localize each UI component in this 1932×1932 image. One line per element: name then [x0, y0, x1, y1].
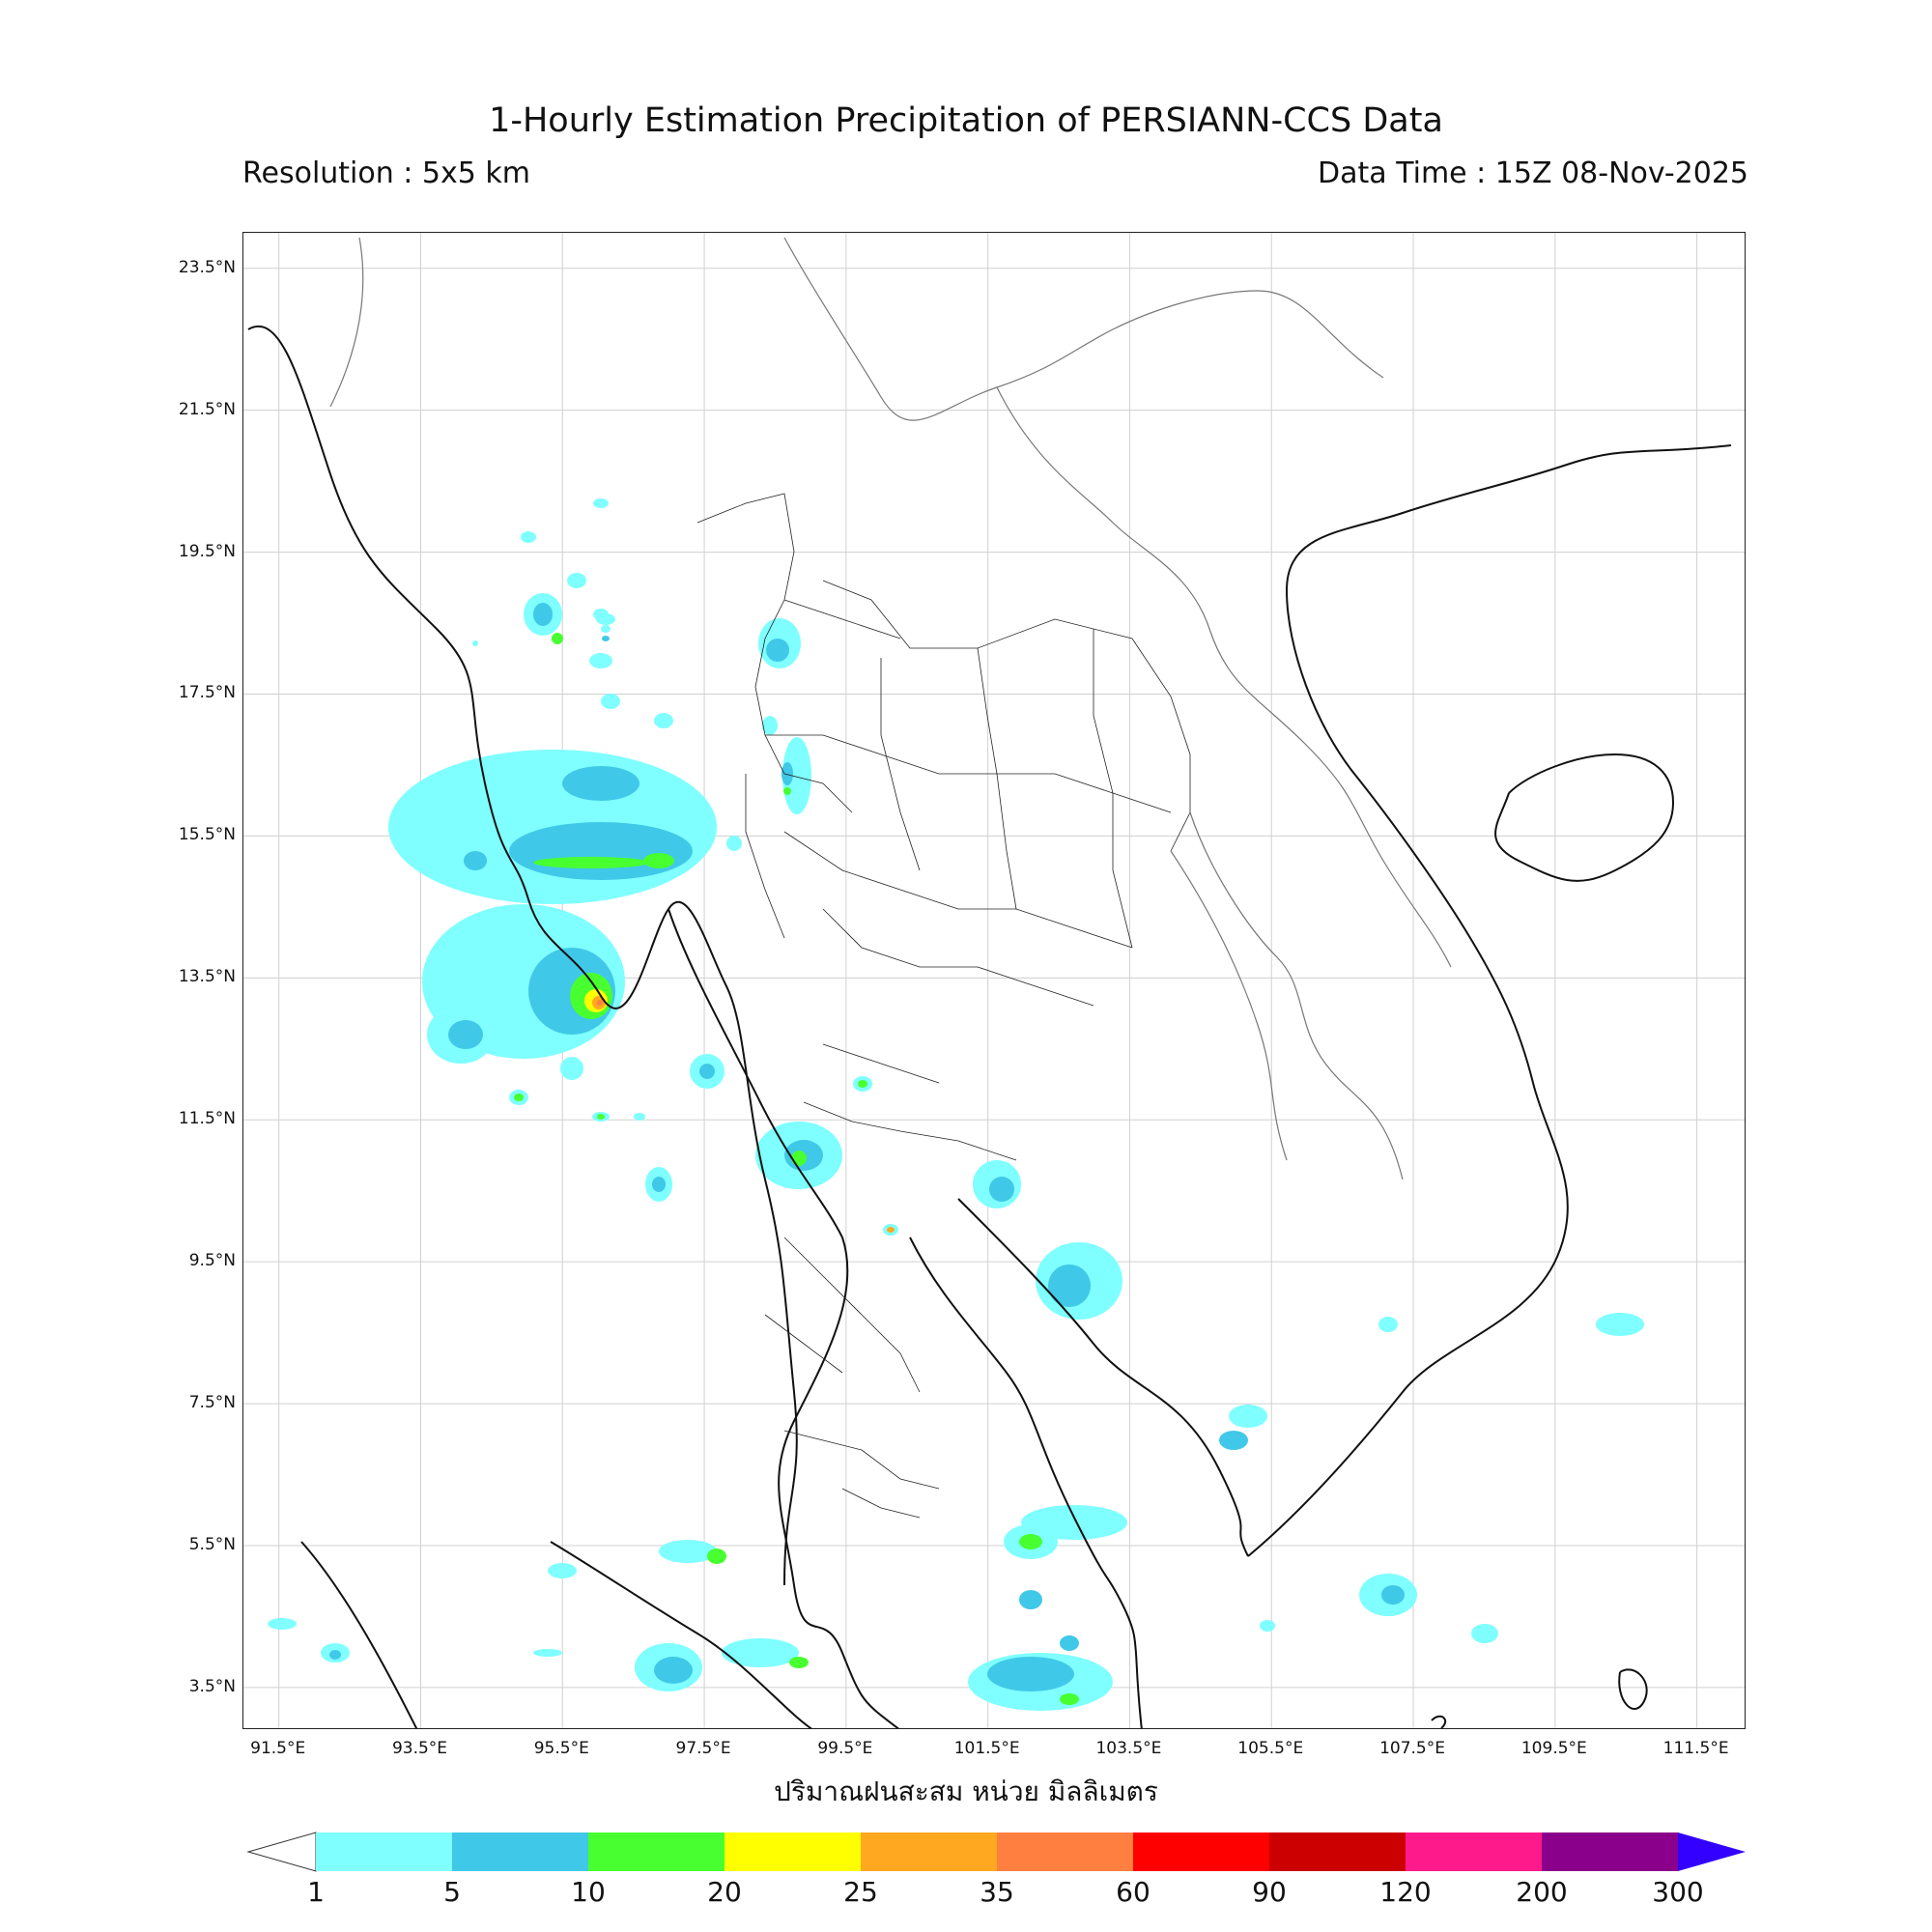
- longitude-tick-label: 91.5°E: [250, 1739, 306, 1758]
- colorbar-segment: [1406, 1833, 1542, 1871]
- latitude-tick-label: 11.5°N: [178, 1109, 236, 1129]
- colorbar: [246, 1832, 1746, 1872]
- colorbar-tick-label: 120: [1379, 1876, 1432, 1908]
- colorbar-segment: [1133, 1833, 1269, 1871]
- colorbar-segment: [1269, 1833, 1406, 1871]
- colorbar-tick-label: 90: [1252, 1876, 1287, 1908]
- data-time-label: Data Time : 15Z 08-Nov-2025: [1318, 156, 1748, 190]
- colorbar-segment: [724, 1833, 861, 1871]
- longitude-tick-label: 95.5°E: [533, 1739, 589, 1758]
- colorbar-tick-label: 25: [843, 1876, 878, 1908]
- colorbar-tick-label: 1: [307, 1876, 325, 1908]
- latitude-tick-label: 17.5°N: [178, 683, 236, 703]
- colorbar-segment: [997, 1833, 1133, 1871]
- colorbar-tick-label: 20: [707, 1876, 742, 1908]
- colorbar-tick-label: 200: [1516, 1876, 1568, 1908]
- resolution-label: Resolution : 5x5 km: [242, 156, 530, 190]
- latitude-tick-label: 7.5°N: [188, 1393, 236, 1413]
- longitude-tick-label: 109.5°E: [1520, 1739, 1587, 1758]
- country-borders: [329, 237, 1452, 1180]
- chart-title: 1-Hourly Estimation Precipitation of PER…: [489, 101, 1443, 140]
- coastlines: [247, 326, 1732, 1728]
- colorbar-tick-label: 5: [443, 1876, 461, 1908]
- longitude-tick-label: 103.5°E: [1095, 1739, 1162, 1758]
- longitude-tick-label: 105.5°E: [1237, 1739, 1304, 1758]
- colorbar-tick-label: 10: [571, 1876, 606, 1908]
- longitude-tick-label: 99.5°E: [817, 1739, 873, 1758]
- longitude-tick-label: 101.5°E: [953, 1739, 1020, 1758]
- map-canvas: [243, 233, 1745, 1728]
- colorbar-under-triangle: [246, 1832, 317, 1872]
- longitude-tick-label: 111.5°E: [1662, 1739, 1729, 1758]
- longitude-tick-label: 97.5°E: [675, 1739, 731, 1758]
- latitude-tick-label: 21.5°N: [178, 399, 236, 419]
- colorbar-segment: [1542, 1833, 1678, 1871]
- latitude-tick-label: 19.5°N: [178, 541, 236, 561]
- longitude-tick-label: 93.5°E: [391, 1739, 448, 1758]
- district-boundaries: [696, 493, 1191, 1519]
- latitude-tick-label: 9.5°N: [188, 1251, 236, 1271]
- latitude-tick-label: 5.5°N: [188, 1535, 236, 1554]
- colorbar-tick-label: 35: [980, 1876, 1014, 1908]
- map-panel[interactable]: [242, 232, 1746, 1729]
- colorbar-segment: [861, 1833, 997, 1871]
- colorbar-tick-label: 300: [1652, 1876, 1704, 1908]
- latitude-tick-label: 3.5°N: [188, 1676, 236, 1696]
- colorbar-over-triangle: [1678, 1833, 1746, 1871]
- latitude-tick-label: 13.5°N: [178, 967, 236, 987]
- latitude-tick-label: 15.5°N: [178, 825, 236, 845]
- precip-layer: [268, 498, 1644, 1711]
- longitude-tick-label: 107.5°E: [1379, 1739, 1445, 1758]
- x-axis-title: ปริมาณฝนสะสม หน่วย มิลลิเมตร: [774, 1776, 1158, 1807]
- colorbar-segment: [452, 1833, 588, 1871]
- colorbar-tick-label: 60: [1116, 1876, 1151, 1908]
- colorbar-segment: [316, 1833, 452, 1871]
- latitude-tick-label: 23.5°N: [178, 257, 236, 277]
- colorbar-segment: [588, 1833, 724, 1871]
